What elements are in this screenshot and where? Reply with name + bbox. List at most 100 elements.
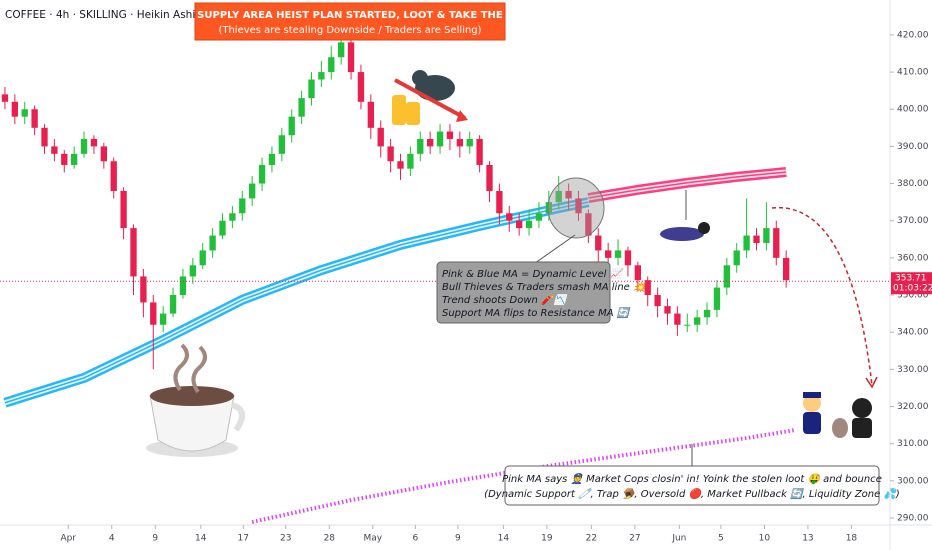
- candle-body: [624, 250, 632, 266]
- candle-body: [585, 213, 592, 236]
- x-tick-label: 5: [718, 534, 724, 544]
- y-tick-label: 400.00: [897, 105, 929, 115]
- countdown-label: 01:03:22: [893, 284, 932, 294]
- candle-body: [703, 309, 711, 318]
- candle-body: [713, 287, 721, 310]
- y-tick-label: 420.00: [897, 30, 929, 40]
- candle-body: [496, 190, 503, 214]
- candle-body: [249, 183, 256, 199]
- y-tick-label: 330.00: [897, 365, 929, 375]
- candle-body: [525, 220, 533, 229]
- candle-body: [763, 228, 770, 243]
- candle-body: [436, 131, 444, 147]
- candle-body: [565, 190, 572, 199]
- x-tick-label: 9: [152, 534, 158, 544]
- candle-body: [397, 161, 404, 169]
- x-tick-label: 18: [846, 534, 858, 544]
- candle-body: [268, 153, 276, 165]
- chart-title: DUMP / SUPPLY AREA HEIST PLAN STARTED, L…: [153, 10, 548, 21]
- candle-body: [664, 306, 671, 314]
- y-tick-label: 290.00: [897, 513, 929, 523]
- annotation-line: Support MA flips to Resistance MA 🔄: [442, 306, 632, 319]
- symbol-header: COFFEE · 4h · SKILLING · Heikin Ashi: [5, 9, 195, 21]
- y-tick-label: 380.00: [897, 179, 929, 189]
- x-tick-label: 14: [195, 534, 207, 544]
- candle-body: [120, 190, 127, 229]
- x-tick-label: 13: [802, 534, 813, 544]
- x-tick-label: 6: [412, 534, 418, 544]
- candle-body: [555, 190, 562, 203]
- candle-body: [476, 138, 483, 165]
- projection-arrow: [771, 207, 873, 386]
- x-tick-label: 4: [109, 534, 115, 544]
- candle-body: [446, 131, 454, 139]
- candle-body: [357, 72, 365, 102]
- x-tick-label: 28: [324, 534, 336, 544]
- x-tick-label: 17: [238, 534, 249, 544]
- annotation-line: Pink MA says 👮 Market Cops closin' in! Y…: [502, 472, 882, 485]
- ma-line: [588, 171, 787, 199]
- candle-body: [614, 250, 622, 258]
- candle-body: [71, 153, 78, 165]
- candle-body: [21, 109, 28, 117]
- candle-body: [605, 250, 612, 258]
- candle-body: [11, 101, 18, 117]
- thief-illustration: [660, 190, 710, 241]
- last-price-badge: [891, 272, 932, 295]
- x-tick-label: Apr: [60, 534, 76, 544]
- x-tick-label: 23: [280, 534, 291, 544]
- y-tick-label: 300.00: [897, 476, 929, 486]
- candle-body: [179, 276, 187, 296]
- candle-body: [733, 250, 740, 266]
- candle-body: [80, 138, 88, 154]
- y-tick-label: 360.00: [897, 253, 929, 263]
- coffee-cup: [146, 343, 245, 457]
- x-tick-label: 27: [629, 534, 640, 544]
- y-tick-label: 310.00: [897, 439, 929, 449]
- x-tick-label: 19: [541, 534, 553, 544]
- callout-ma: Pink & Blue MA = Dynamic Level 📈 Bull Th…: [436, 261, 648, 324]
- annotation-line: Trend shoots Down 🧨📉: [442, 293, 569, 306]
- x-tick-label: Jun: [671, 534, 686, 544]
- candle-body: [258, 164, 266, 184]
- candle-body: [51, 146, 58, 154]
- candle-body: [318, 72, 325, 80]
- cops-illustration: [803, 392, 872, 438]
- x-tick-label: May: [364, 534, 383, 544]
- candle-body: [169, 295, 177, 314]
- last-price-label: 353.71: [895, 274, 927, 284]
- candle-body: [783, 257, 790, 281]
- candle-body: [199, 250, 206, 266]
- candle-body: [338, 42, 345, 58]
- candle-body: [31, 109, 38, 128]
- candle-body: [130, 228, 137, 277]
- candle-body: [189, 265, 196, 277]
- y-tick-label: 350.00: [897, 291, 929, 301]
- candle-body: [41, 127, 48, 147]
- callout-pink-ma: Pink MA says 👮 Market Cops closin' in! Y…: [484, 465, 900, 506]
- x-tick-label: 10: [759, 534, 771, 544]
- candle-body: [486, 164, 493, 191]
- candle-body: [1, 94, 9, 102]
- candle-body: [110, 161, 117, 191]
- candle-body: [209, 235, 216, 251]
- candle-body: [100, 146, 107, 162]
- candle-body: [694, 317, 701, 325]
- x-tick-label: 22: [586, 534, 597, 544]
- candle-body: [61, 153, 68, 165]
- candle-body: [387, 146, 394, 162]
- y-tick-label: 390.00: [897, 142, 929, 152]
- ma-line: [4, 201, 589, 404]
- candle-body: [753, 235, 760, 243]
- candle-body: [407, 153, 414, 169]
- candle-body: [723, 265, 730, 288]
- bear-illustration: [392, 70, 468, 125]
- candle-body: [575, 198, 582, 214]
- candle-body: [456, 138, 463, 147]
- y-tick-label: 410.00: [897, 68, 929, 78]
- annotation-line: (Dynamic Support 🧷, Trap 🪤, Oversold 🔴, …: [484, 487, 900, 500]
- candle-body: [595, 235, 602, 251]
- candle-body: [308, 79, 315, 99]
